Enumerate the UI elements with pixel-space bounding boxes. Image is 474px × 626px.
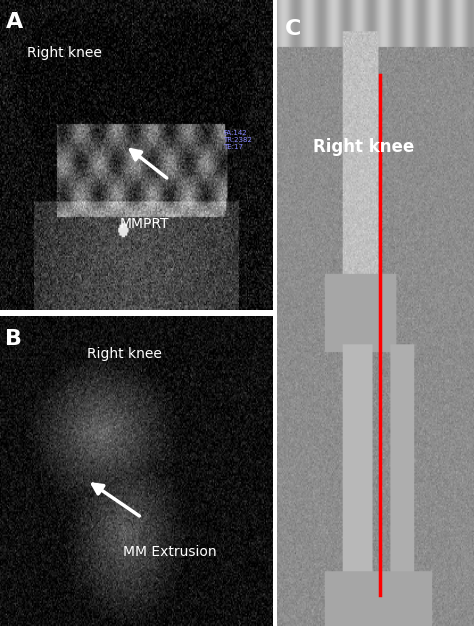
Text: Right knee: Right knee — [313, 138, 414, 156]
Text: FA:142
TR:2382
TE:17: FA:142 TR:2382 TE:17 — [223, 130, 252, 150]
Text: Right knee: Right knee — [87, 347, 162, 361]
Text: A: A — [5, 13, 23, 33]
Text: MMPRT: MMPRT — [120, 217, 169, 231]
Text: C: C — [285, 19, 301, 39]
Text: B: B — [5, 329, 22, 349]
Text: MM Extrusion: MM Extrusion — [123, 545, 216, 560]
Text: Right knee: Right knee — [27, 46, 102, 61]
